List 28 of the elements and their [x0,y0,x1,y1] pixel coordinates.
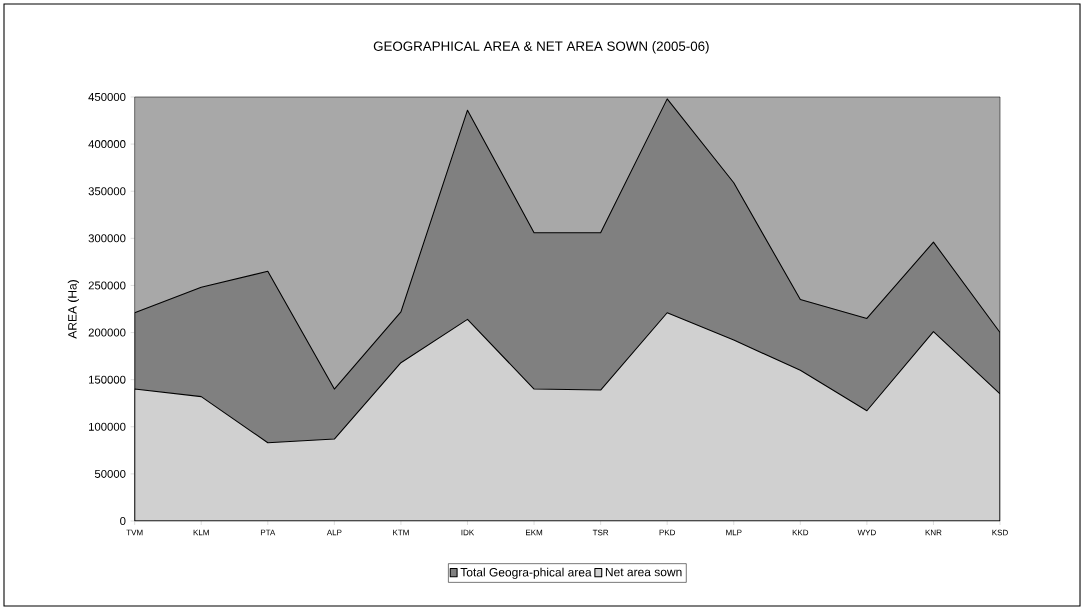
x-tick-label: IDK [461,529,475,536]
x-tick-label: TSR [592,529,609,536]
x-tick-label: KTM [393,529,409,536]
x-tick-label: PTA [260,529,276,536]
x-tick-label: TVM [126,529,143,536]
y-tick-label: 300000 [88,234,126,243]
x-tick-label: KSD [992,529,1008,536]
y-tick-label: 350000 [88,187,126,196]
legend-label: Total Geogra-phical area [460,567,592,579]
y-tick-label: 50000 [94,469,126,478]
x-tick-label: WYD [857,529,876,536]
y-tick-label: 100000 [89,422,126,431]
x-tick-label: EKM [526,529,543,536]
y-tick-label: 0 [120,517,126,526]
x-tick-label: PKD [659,529,676,536]
x-tick-label: KNR [925,529,942,536]
x-tick-label: ALP [326,529,342,536]
y-axis-title: AREA (Ha) [67,280,79,339]
y-tick-label: 400000 [88,140,126,149]
chart-title: GEOGRAPHICAL AREA & NET AREA SOWN (2005-06) [373,41,709,54]
y-tick-label: 200000 [88,328,126,337]
x-tick-label: KKD [792,529,809,536]
y-tick-label: 150000 [89,375,126,384]
x-tick-label: KLM [193,529,209,536]
y-tick-label: 250000 [88,281,126,290]
legend-label: Net area sown [605,567,682,577]
y-tick-label: 450000 [88,92,126,101]
x-tick-label: MLP [726,529,742,536]
